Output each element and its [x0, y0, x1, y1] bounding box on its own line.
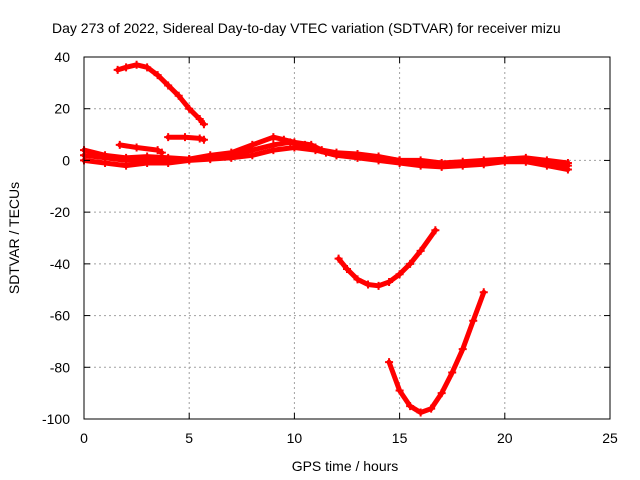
data-point [374, 156, 383, 165]
data-point [437, 389, 446, 398]
data-point [343, 265, 351, 274]
data-point [458, 345, 467, 354]
data-point [195, 115, 204, 124]
y-tick-label: -40 [50, 256, 70, 272]
data-point [164, 133, 173, 142]
data-point [122, 161, 131, 170]
data-point [290, 143, 299, 152]
data-point [143, 159, 152, 168]
data-point [153, 71, 162, 80]
series-middle-arc [336, 227, 438, 289]
data-point [122, 63, 131, 72]
y-tick-label: 0 [62, 152, 70, 168]
series-upper-arc [115, 62, 207, 127]
y-tick-label: -80 [50, 359, 70, 375]
data-point [248, 151, 257, 160]
data-point [431, 226, 440, 235]
data-point [174, 91, 183, 100]
data-point [199, 135, 208, 144]
data-point [364, 280, 373, 289]
x-axis-title: GPS time / hours [292, 458, 399, 474]
series-layer [80, 60, 572, 417]
y-tick-label: -60 [50, 308, 70, 324]
data-point [448, 368, 457, 377]
data-point [374, 281, 383, 290]
data-point [153, 146, 162, 155]
data-point [199, 120, 208, 129]
data-point [521, 157, 530, 166]
data-point [206, 155, 215, 164]
x-tick-label: 10 [287, 430, 303, 446]
data-point [427, 404, 436, 413]
y-tick-label: -100 [42, 411, 70, 427]
data-point [227, 153, 236, 162]
plot-frame [83, 56, 611, 420]
data-point [479, 288, 488, 297]
series-short-segment-a [117, 142, 165, 156]
data-point [332, 151, 341, 160]
x-tick-label: 0 [80, 430, 88, 446]
data-point [458, 161, 467, 170]
grid-layer [84, 57, 610, 419]
y-tick-label: 40 [54, 49, 70, 65]
data-point [185, 104, 194, 113]
data-point [248, 140, 257, 149]
x-tick-label: 15 [392, 430, 408, 446]
y-tick-label: -20 [50, 204, 70, 220]
data-point [500, 157, 509, 166]
data-point [385, 277, 394, 286]
data-point [385, 358, 394, 367]
data-point [143, 63, 152, 72]
data-point [353, 153, 362, 162]
data-point [437, 162, 446, 171]
x-tick-label: 5 [185, 430, 193, 446]
data-point [164, 159, 173, 168]
x-tick-label: 20 [497, 430, 513, 446]
data-point [132, 143, 141, 152]
data-point [395, 270, 404, 279]
data-point [113, 65, 122, 74]
x-tick-label: 25 [602, 430, 618, 446]
data-point [164, 81, 173, 90]
data-point [542, 161, 551, 170]
data-point [311, 146, 320, 155]
data-point [132, 60, 141, 69]
data-point [416, 246, 425, 255]
series-lower-arc [386, 289, 487, 415]
data-point [269, 146, 278, 155]
data-point [395, 386, 404, 395]
data-point [469, 316, 478, 325]
data-point [479, 160, 488, 169]
x-tick-labels: 0 5 10 15 20 25 [80, 430, 618, 446]
data-point [122, 153, 131, 162]
y-tick-labels: -100 -80 -60 -40 -20 0 20 40 [42, 49, 70, 427]
data-point [334, 254, 343, 263]
data-point [101, 151, 110, 160]
data-point [101, 159, 110, 168]
data-point [185, 156, 194, 165]
data-point [353, 275, 362, 284]
data-point [195, 134, 204, 143]
data-point [157, 148, 166, 157]
data-point [279, 135, 288, 144]
data-point [406, 259, 415, 268]
data-point [416, 161, 425, 170]
y-tick-label: 20 [54, 101, 70, 117]
y-axis-title: SDTVAR / TECUs [6, 182, 22, 294]
data-point [406, 402, 415, 411]
data-point [115, 140, 124, 149]
tick-layer [83, 56, 611, 420]
chart-title: Day 273 of 2022, Sidereal Day-to-day VTE… [52, 20, 561, 36]
data-point [416, 408, 425, 417]
data-point [563, 165, 572, 174]
data-point [395, 159, 404, 168]
data-point [269, 133, 278, 142]
data-point [180, 133, 189, 142]
